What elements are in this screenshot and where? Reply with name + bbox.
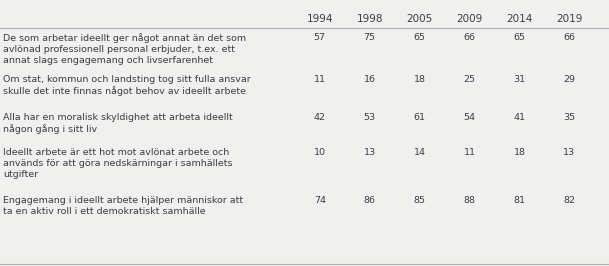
- Text: 88: 88: [463, 196, 476, 205]
- Text: 61: 61: [414, 113, 426, 122]
- Text: 31: 31: [513, 75, 526, 84]
- Text: Engagemang i ideellt arbete hjälper människor att
ta en aktiv roll i ett demokra: Engagemang i ideellt arbete hjälper männ…: [3, 196, 243, 216]
- Text: 1994: 1994: [306, 14, 333, 24]
- Text: 11: 11: [314, 75, 326, 84]
- Text: 82: 82: [563, 196, 576, 205]
- Text: 25: 25: [463, 75, 476, 84]
- Text: 74: 74: [314, 196, 326, 205]
- Text: 2014: 2014: [506, 14, 533, 24]
- Text: 86: 86: [364, 196, 376, 205]
- Text: Om stat, kommun och landsting tog sitt fulla ansvar
skulle det inte finnas något: Om stat, kommun och landsting tog sitt f…: [3, 75, 251, 96]
- Text: 41: 41: [513, 113, 526, 122]
- Text: 57: 57: [314, 33, 326, 42]
- Text: 18: 18: [414, 75, 426, 84]
- Text: Alla har en moralisk skyldighet att arbeta ideellt
någon gång i sitt liv: Alla har en moralisk skyldighet att arbe…: [3, 113, 233, 134]
- Text: 13: 13: [364, 148, 376, 157]
- Text: 10: 10: [314, 148, 326, 157]
- Text: 42: 42: [314, 113, 326, 122]
- Text: 11: 11: [463, 148, 476, 157]
- Text: 53: 53: [364, 113, 376, 122]
- Text: De som arbetar ideellt ger något annat än det som
avlönad professionell personal: De som arbetar ideellt ger något annat ä…: [3, 33, 246, 65]
- Text: 65: 65: [513, 33, 526, 42]
- Text: 35: 35: [563, 113, 576, 122]
- Text: 2009: 2009: [456, 14, 483, 24]
- Text: 2019: 2019: [556, 14, 583, 24]
- Text: 54: 54: [463, 113, 476, 122]
- Text: 13: 13: [563, 148, 576, 157]
- Text: 14: 14: [414, 148, 426, 157]
- Text: Ideellt arbete är ett hot mot avlönat arbete och
används för att göra nedskärnin: Ideellt arbete är ett hot mot avlönat ar…: [3, 148, 233, 179]
- Text: 66: 66: [563, 33, 576, 42]
- Text: 66: 66: [463, 33, 476, 42]
- Text: 18: 18: [513, 148, 526, 157]
- Text: 2005: 2005: [406, 14, 433, 24]
- Text: 85: 85: [414, 196, 426, 205]
- Text: 75: 75: [364, 33, 376, 42]
- Text: 29: 29: [563, 75, 576, 84]
- Text: 65: 65: [414, 33, 426, 42]
- Text: 16: 16: [364, 75, 376, 84]
- Text: 81: 81: [513, 196, 526, 205]
- Text: 1998: 1998: [356, 14, 383, 24]
